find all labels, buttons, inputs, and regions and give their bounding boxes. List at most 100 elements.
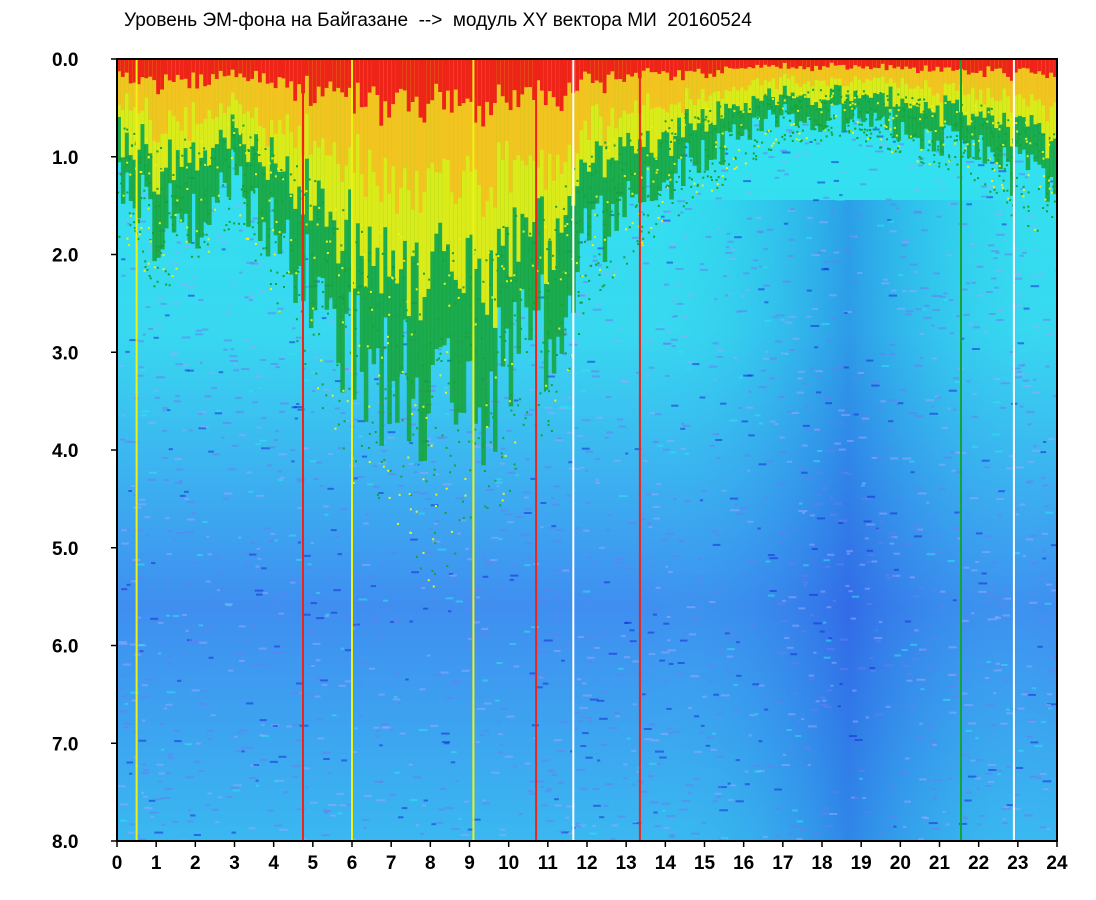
noise-speck <box>198 299 204 301</box>
activity-speck <box>839 134 842 137</box>
noise-speck <box>538 337 543 340</box>
activity-speck <box>748 135 751 138</box>
activity-speck <box>205 221 208 224</box>
activity-speck <box>870 107 873 110</box>
noise-speck <box>140 414 147 417</box>
activity-speck <box>637 176 640 179</box>
noise-speck <box>787 833 795 836</box>
noise-speck <box>802 152 809 155</box>
noise-speck <box>938 488 946 491</box>
activity-column-orange <box>696 59 702 100</box>
noise-speck <box>632 822 642 825</box>
noise-speck <box>187 369 194 372</box>
noise-speck <box>232 789 240 792</box>
noise-speck <box>459 519 466 522</box>
noise-speck <box>813 460 821 463</box>
noise-speck <box>301 379 310 382</box>
activity-speck <box>566 286 569 289</box>
activity-speck <box>1018 138 1020 140</box>
activity-column-orange <box>258 59 263 126</box>
noise-speck <box>966 380 971 383</box>
activity-column-red <box>939 59 945 72</box>
noise-speck <box>309 801 318 804</box>
noise-speck <box>811 307 819 310</box>
noise-speck <box>810 614 814 617</box>
noise-speck <box>814 346 819 349</box>
noise-speck <box>939 295 946 298</box>
noise-speck <box>720 694 730 697</box>
activity-speck <box>1033 134 1036 137</box>
noise-speck <box>603 581 610 584</box>
activity-column-red <box>908 59 913 69</box>
activity-speck <box>756 128 759 131</box>
noise-speck <box>925 399 934 402</box>
noise-speck <box>173 400 181 403</box>
activity-speck <box>559 278 562 281</box>
noise-speck <box>948 711 957 714</box>
activity-column-red <box>861 59 866 69</box>
activity-speck <box>280 233 283 236</box>
activity-speck <box>700 128 703 131</box>
activity-speck <box>757 117 760 120</box>
activity-speck <box>402 299 405 302</box>
activity-speck <box>138 233 141 236</box>
activity-speck <box>314 307 317 310</box>
activity-column-orange <box>673 59 678 105</box>
noise-speck <box>720 837 728 840</box>
activity-column-orange <box>320 59 326 139</box>
noise-speck <box>259 734 266 737</box>
noise-speck <box>161 748 165 751</box>
activity-speck <box>422 364 424 367</box>
activity-speck <box>605 203 608 206</box>
noise-speck <box>220 186 230 188</box>
activity-speck <box>682 205 685 208</box>
noise-speck <box>729 497 739 500</box>
activity-column-red <box>771 59 776 65</box>
noise-speck <box>1029 534 1037 537</box>
activity-column-red <box>798 59 804 67</box>
noise-speck <box>1034 744 1043 747</box>
activity-speck <box>427 579 430 582</box>
noise-speck <box>831 317 835 320</box>
noise-speck <box>498 733 504 736</box>
noise-speck <box>368 667 376 670</box>
noise-speck <box>202 520 208 523</box>
noise-speck <box>295 336 303 339</box>
activity-column-orange <box>751 59 757 81</box>
activity-column-red <box>422 59 428 123</box>
activity-speck <box>888 109 891 112</box>
noise-speck <box>158 772 165 775</box>
activity-speck <box>589 187 592 190</box>
activity-speck <box>405 320 408 323</box>
activity-speck <box>777 141 780 144</box>
activity-column-orange <box>191 59 196 103</box>
noise-speck <box>433 473 439 476</box>
activity-speck <box>939 141 942 144</box>
noise-speck <box>495 699 500 702</box>
activity-column-red <box>277 59 283 78</box>
noise-speck <box>543 639 553 642</box>
noise-speck <box>673 498 677 500</box>
noise-speck <box>648 526 653 528</box>
activity-speck <box>764 132 767 135</box>
noise-speck <box>691 617 699 620</box>
noise-speck <box>466 431 475 434</box>
activity-speck <box>953 123 955 126</box>
activity-speck <box>243 190 246 192</box>
activity-speck <box>852 120 855 123</box>
noise-speck <box>906 679 913 682</box>
noise-speck <box>615 715 620 718</box>
activity-speck <box>775 138 778 141</box>
noise-speck <box>687 792 692 795</box>
noise-speck <box>781 160 788 163</box>
activity-speck <box>342 209 345 212</box>
activity-speck <box>206 243 209 246</box>
noise-speck <box>876 640 881 643</box>
noise-speck <box>481 556 486 559</box>
activity-speck <box>556 354 558 356</box>
activity-column-red <box>446 59 451 91</box>
activity-speck <box>775 116 778 119</box>
x-tick-label: 9 <box>464 853 475 874</box>
activity-speck <box>207 238 210 241</box>
noise-speck <box>1046 704 1051 706</box>
